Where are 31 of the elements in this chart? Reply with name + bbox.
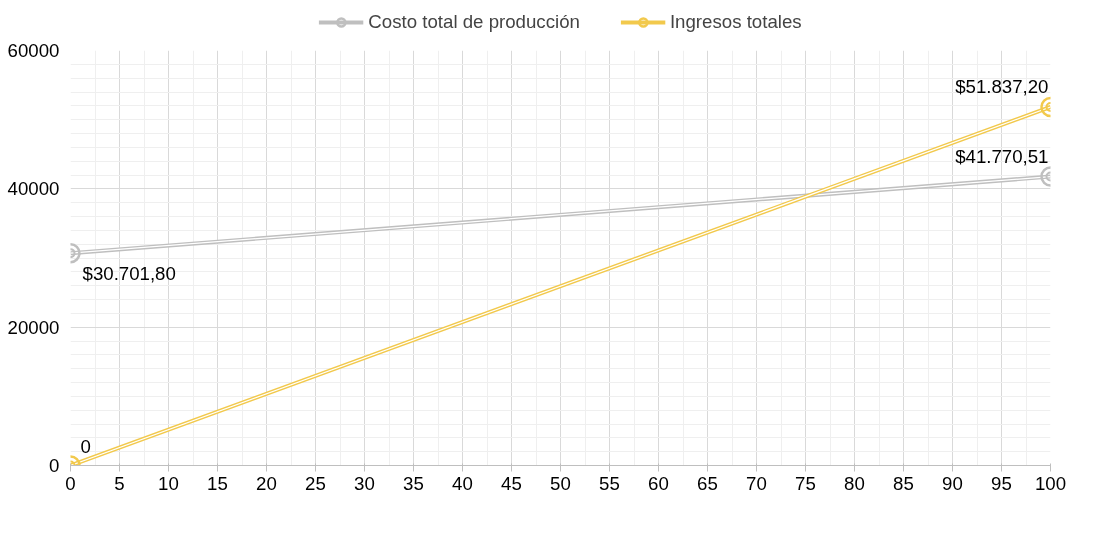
legend-label: Costo total de producción	[368, 11, 580, 33]
y-tick-label: 20000	[7, 316, 60, 338]
legend-label: Ingresos totales	[669, 11, 802, 33]
x-tick-label: 5	[114, 472, 125, 494]
x-tick-label: 60	[648, 472, 669, 494]
x-tick-label: 55	[599, 472, 620, 494]
y-tick-label: 40000	[7, 178, 60, 200]
x-tick-label: 25	[305, 472, 326, 494]
x-tick-label: 10	[158, 472, 179, 494]
x-tick-label: 35	[403, 472, 424, 494]
x-tick-label: 20	[256, 472, 277, 494]
data-label: $41.770,51	[955, 145, 1049, 167]
x-tick-label: 45	[501, 472, 522, 494]
x-tick-label: 75	[795, 472, 816, 494]
data-label: $51.837,20	[955, 75, 1049, 97]
x-tick-label: 15	[207, 472, 228, 494]
x-tick-label: 50	[550, 472, 571, 494]
data-label: 0	[80, 435, 91, 457]
x-tick-label: 70	[746, 472, 767, 494]
x-tick-label: 0	[65, 472, 76, 494]
x-tick-label: 65	[697, 472, 718, 494]
y-tick-label: 0	[49, 455, 60, 476]
x-tick-label: 40	[452, 472, 473, 494]
x-tick-label: 100	[1034, 472, 1067, 494]
x-tick-label: 95	[991, 472, 1012, 494]
x-tick-label: 80	[844, 472, 865, 494]
x-tick-label: 90	[942, 472, 963, 494]
y-tick-label: 60000	[7, 40, 60, 61]
x-tick-label: 85	[893, 472, 914, 494]
data-label: $30.701,80	[82, 263, 176, 285]
x-tick-label: 30	[354, 472, 375, 494]
